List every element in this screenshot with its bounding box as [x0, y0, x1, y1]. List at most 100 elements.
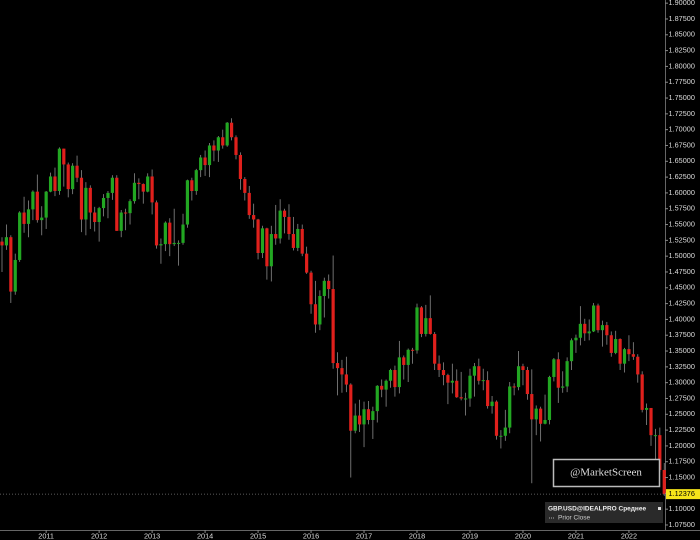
candle-body — [177, 242, 181, 244]
y-tick-label: 1.75000 — [669, 93, 695, 102]
candle-body — [622, 349, 627, 364]
candle-body — [636, 356, 640, 375]
candle-body — [388, 370, 393, 381]
candle-body — [146, 176, 150, 192]
y-tick-label: 1.32500 — [669, 362, 695, 371]
candle-body — [662, 469, 666, 495]
candle-body — [424, 318, 428, 334]
candle-body — [463, 398, 468, 400]
candle-body — [393, 370, 397, 388]
y-tick-label: 1.60000 — [669, 188, 695, 197]
x-tick-label: 2016 — [303, 531, 319, 540]
candle-body — [503, 427, 507, 436]
candle-body — [225, 122, 229, 146]
candle-body — [106, 192, 110, 198]
y-tick-label: 1.52500 — [669, 235, 695, 244]
x-tick-label: 2012 — [91, 531, 107, 540]
candle-body — [415, 307, 419, 351]
candle-body — [287, 216, 291, 235]
candle-body — [84, 187, 88, 220]
candle-body — [234, 137, 238, 155]
candle-body — [0, 241, 4, 246]
candle-body — [238, 154, 243, 179]
candle-body — [530, 394, 534, 420]
x-tick-label: 2011 — [38, 531, 54, 540]
candle-body — [349, 384, 353, 431]
candle-body — [618, 339, 622, 364]
candle-body — [150, 176, 154, 203]
candle-body — [366, 409, 371, 420]
candle-body — [309, 272, 313, 305]
candle-body — [534, 408, 538, 420]
candle-body — [358, 415, 362, 425]
y-tick-label: 1.22500 — [669, 425, 695, 434]
candle-body — [269, 234, 273, 267]
candle-body — [26, 209, 31, 224]
y-tick-label: 1.77500 — [669, 77, 695, 86]
candle-body — [640, 374, 644, 410]
candle-body — [446, 375, 450, 383]
candle-body — [53, 176, 57, 192]
candle-body — [552, 359, 556, 377]
candle-body — [397, 357, 401, 388]
candle-body — [477, 366, 481, 381]
candle-body — [163, 222, 167, 245]
legend-entry: Prior Close — [558, 515, 591, 522]
candle-body — [44, 191, 48, 218]
candle-body — [322, 280, 326, 297]
candle-body — [450, 380, 454, 383]
y-tick-label: 1.90000 — [669, 0, 695, 7]
candle-body — [605, 325, 609, 336]
y-tick-label: 1.30000 — [669, 378, 695, 387]
y-tick-label: 1.67500 — [669, 140, 695, 149]
candle-body — [353, 415, 357, 431]
candle-body — [110, 177, 114, 193]
candle-body — [649, 407, 653, 436]
candle-body — [565, 361, 569, 387]
candle-body — [525, 370, 529, 395]
candle-body — [539, 408, 543, 424]
candle-body — [216, 137, 220, 151]
candle-body — [433, 333, 437, 364]
candle-body — [512, 386, 516, 388]
candle-body — [40, 217, 44, 221]
candle-body — [596, 305, 600, 331]
candle-body — [600, 325, 605, 331]
x-tick-label: 2017 — [356, 531, 372, 540]
candle-body — [583, 323, 587, 334]
candle-body — [291, 234, 295, 248]
y-tick-label: 1.45000 — [669, 283, 695, 292]
candle-body — [97, 208, 101, 223]
y-tick-label: 1.10000 — [669, 504, 695, 513]
candle-body — [371, 411, 375, 420]
candle-body — [66, 164, 70, 190]
candle-body — [406, 349, 410, 365]
candle-body — [556, 359, 560, 388]
candle-body — [609, 335, 613, 353]
candle-body — [101, 197, 106, 209]
legend-entry: GBP.USD@IDEALPRO Среднее — [548, 506, 646, 513]
candle-body — [256, 219, 260, 253]
candle-body — [344, 374, 348, 385]
candle-body — [592, 305, 596, 332]
candle-body — [141, 184, 145, 192]
candle-body — [362, 409, 366, 425]
candle-body — [207, 145, 212, 166]
candle-body — [459, 397, 463, 399]
candle-body — [521, 366, 525, 371]
candle-body — [410, 349, 415, 351]
candle-body — [375, 385, 379, 412]
y-tick-label: 1.07500 — [669, 520, 695, 529]
candle-body — [441, 370, 446, 376]
x-tick-label: 2020 — [515, 531, 531, 540]
candle-body — [221, 137, 225, 146]
candle-body — [181, 224, 185, 243]
candle-body — [296, 228, 300, 248]
candle-body — [631, 354, 635, 357]
candle-body — [194, 170, 198, 192]
candle-body — [274, 234, 278, 239]
candle-body — [384, 380, 388, 390]
y-tick-label: 1.27500 — [669, 393, 695, 402]
candle-body — [62, 148, 66, 165]
